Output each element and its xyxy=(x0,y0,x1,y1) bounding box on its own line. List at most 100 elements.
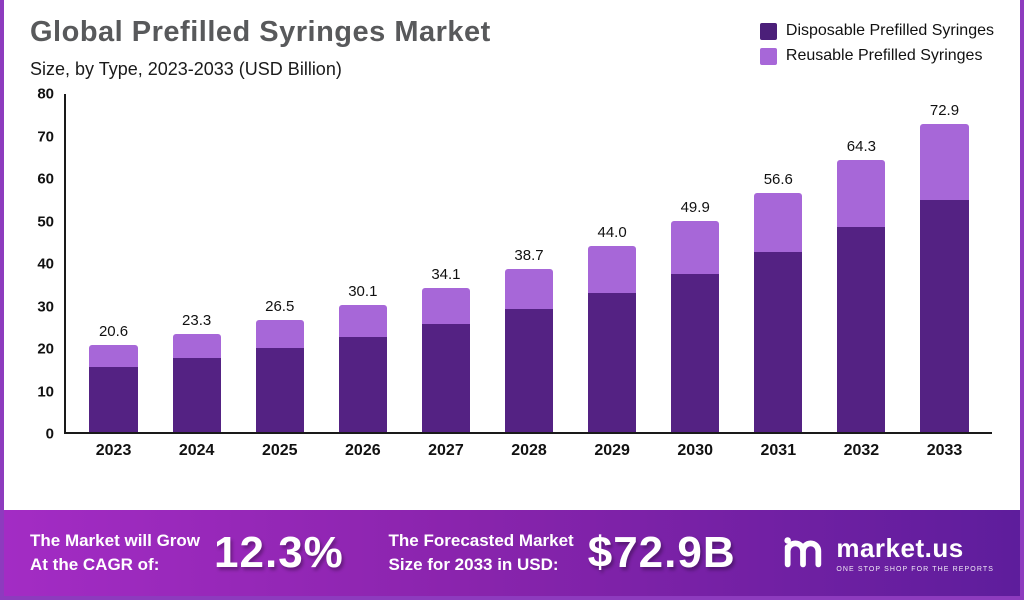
bar-value-label: 26.5 xyxy=(265,298,295,316)
bar-value-label: 72.9 xyxy=(929,102,960,119)
y-tick-label: 30 xyxy=(37,298,54,315)
stacked-bar xyxy=(255,320,304,432)
x-tick-label: 2029 xyxy=(594,442,630,459)
bar-column: 64.3 xyxy=(820,94,903,432)
stacked-bar xyxy=(338,304,387,432)
y-tick-label: 80 xyxy=(37,85,54,103)
bar-segment-disposable xyxy=(754,252,803,432)
title-block: Global Prefilled Syringes Market Size, b… xyxy=(30,16,491,80)
bar-segment-disposable xyxy=(920,199,969,432)
x-tick-label: 2030 xyxy=(677,442,713,459)
bar-column: 34.1 xyxy=(404,94,487,432)
bar-column: 49.9 xyxy=(654,94,737,432)
stacked-bar xyxy=(172,333,221,432)
stacked-bar xyxy=(588,246,637,432)
y-tick-label: 40 xyxy=(37,255,54,273)
stacked-bar xyxy=(837,160,886,432)
forecast-group: The Forecasted Market Size for 2033 in U… xyxy=(389,528,736,578)
stacked-bar xyxy=(504,268,554,432)
marketus-logo-icon xyxy=(780,528,826,579)
bar-segment-disposable xyxy=(421,324,471,432)
brand-name: market.us xyxy=(836,533,964,563)
bar-segment-reusable xyxy=(754,192,803,253)
brand-text: market.us ONE STOP SHOP FOR THE REPORTS xyxy=(836,533,994,573)
chart: 0 10 20 30 40 50 60 70 80 20.6 23.3 26.5 30.1 34.1 38… xyxy=(20,86,992,443)
bar-segment-disposable xyxy=(89,366,138,432)
bar-segment-reusable xyxy=(255,320,304,348)
stacked-bar xyxy=(421,287,471,432)
bar-segment-reusable xyxy=(588,246,637,293)
x-tick-label: 2027 xyxy=(428,442,464,459)
bar-value-label: 20.6 xyxy=(98,322,129,340)
stacked-bar xyxy=(89,344,138,432)
bar-value-label: 34.1 xyxy=(431,265,461,283)
plot-area: 20.6 23.3 26.5 30.1 34.1 38.7 44.0 49.9 56.6 64.3… xyxy=(64,94,992,434)
page-subtitle: Size, by Type, 2023-2033 (USD Billion) xyxy=(30,59,342,79)
brand-block: market.us ONE STOP SHOP FOR THE REPORTS xyxy=(780,528,994,579)
forecast-label-lines: The Forecasted Market Size for 2033 in U… xyxy=(389,531,574,575)
y-tick-label: 70 xyxy=(37,128,54,145)
page-title: Global Prefilled Syringes Market xyxy=(30,16,491,48)
stacked-bar xyxy=(920,124,969,432)
x-axis-labels: 2023 2024 2025 2026 2027 2028 2029 2030 2031 2032… xyxy=(66,442,992,460)
bar-segment-disposable xyxy=(338,336,387,432)
bar-segment-reusable xyxy=(920,124,969,200)
forecast-label-line1: The Forecasted Market xyxy=(388,531,574,551)
bar-segment-disposable xyxy=(671,273,720,432)
y-tick-label: 60 xyxy=(37,170,54,188)
stacked-bar xyxy=(754,192,803,432)
bar-value-label: 38.7 xyxy=(514,246,544,264)
bar-column: 30.1 xyxy=(321,94,404,432)
stacked-bar xyxy=(671,221,720,432)
y-tick-label: 0 xyxy=(45,425,54,443)
bar-column: 56.6 xyxy=(737,94,820,432)
bar-column: 38.7 xyxy=(487,94,570,432)
forecast-value: $72.9B xyxy=(587,528,736,577)
cagr-value: 12.3% xyxy=(214,528,344,577)
bar-value-label: 49.9 xyxy=(680,199,710,217)
x-tick-label: 2025 xyxy=(261,442,298,459)
cagr-label-lines: The Market will Grow At the CAGR of: xyxy=(30,531,200,575)
bar-segment-reusable xyxy=(837,160,886,228)
bar-segment-disposable xyxy=(588,292,637,432)
x-tick-label: 2024 xyxy=(178,442,215,459)
bar-value-label: 30.1 xyxy=(348,282,378,300)
cagr-label-line1: The Market will Grow xyxy=(30,531,201,551)
bar-segment-reusable xyxy=(671,221,720,274)
legend-swatch xyxy=(759,22,777,40)
bar-column: 23.3 xyxy=(155,94,238,432)
legend-swatch xyxy=(759,47,777,65)
y-tick-label: 50 xyxy=(37,213,54,230)
bar-column: 26.5 xyxy=(238,94,321,432)
bar-segment-reusable xyxy=(89,344,138,367)
bar-segment-reusable xyxy=(172,333,221,359)
bar-column: 20.6 xyxy=(72,94,155,432)
bar-segment-disposable xyxy=(504,309,554,432)
x-tick-label: 2031 xyxy=(760,442,797,459)
x-tick-label: 2033 xyxy=(926,442,963,459)
bar-value-label: 64.3 xyxy=(846,138,876,156)
x-tick-label: 2026 xyxy=(345,442,381,459)
brand-tagline: ONE STOP SHOP FOR THE REPORTS xyxy=(836,566,994,573)
bar-segment-reusable xyxy=(421,287,471,325)
forecast-label-line2: Size for 2033 in USD: xyxy=(388,554,559,574)
cagr-group: The Market will Grow At the CAGR of: 12.… xyxy=(30,528,344,578)
bottom-banner: The Market will Grow At the CAGR of: 12.… xyxy=(4,510,1020,596)
x-tick-label: 2028 xyxy=(511,442,547,459)
y-tick-label: 20 xyxy=(37,340,54,358)
bar-segment-reusable xyxy=(338,304,387,337)
legend-label: Reusable Prefilled Syringes xyxy=(785,47,983,64)
header: Global Prefilled Syringes Market Size, b… xyxy=(4,0,1020,80)
y-tick-label: 10 xyxy=(37,383,54,400)
bar-value-label: 23.3 xyxy=(182,311,212,329)
legend-item-0: Disposable Prefilled Syringes xyxy=(759,22,994,40)
chart-area: 0 10 20 30 40 50 60 70 80 20.6 23.3 26.5 30.1 34.1 38… xyxy=(4,80,1020,510)
bar-segment-disposable xyxy=(837,227,886,432)
bar-value-label: 44.0 xyxy=(597,224,627,242)
bar-segment-reusable xyxy=(504,268,554,310)
legend-label: Disposable Prefilled Syringes xyxy=(785,22,994,39)
x-tick-label: 2023 xyxy=(95,442,132,459)
y-axis: 0 10 20 30 40 50 60 70 80 xyxy=(20,86,64,443)
bar-segment-disposable xyxy=(172,358,221,432)
